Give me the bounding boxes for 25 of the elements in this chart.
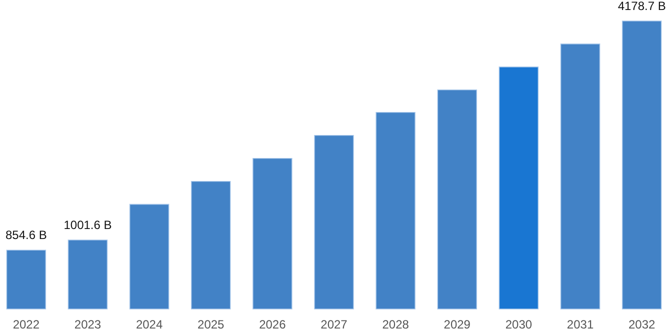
x-tick-label: 2030 [505,318,532,332]
x-tick-label: 2022 [12,318,40,332]
x-tick-label: 2027 [320,318,348,332]
bar [560,44,600,310]
x-tick-label: 2023 [74,318,102,332]
x-tick-label: 2029 [444,318,471,332]
bar [252,158,292,310]
x-tick-label: 2032 [628,318,656,332]
data-label: 1001.6 B [64,218,112,232]
bar [6,250,46,310]
bar [190,180,231,310]
bar [376,112,416,310]
bar [437,90,478,310]
x-tick-label: 2026 [259,318,286,332]
data-label: 854.6 B [5,228,47,242]
x-tick-label: 2025 [198,318,225,332]
bar [68,240,108,310]
data-label: 4178.7 B [618,0,666,13]
x-tick-label: 2031 [566,318,594,332]
bar [622,20,662,310]
bar [498,66,539,310]
x-tick-label: 2028 [382,318,410,332]
bar [314,134,354,310]
bar [129,204,170,310]
x-tick-label: 2024 [136,318,163,332]
